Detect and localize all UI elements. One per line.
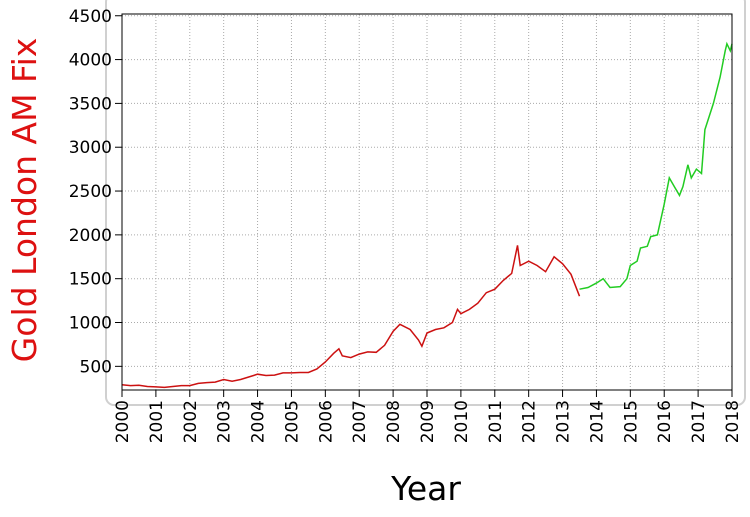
x-tick-label: 2001	[147, 400, 167, 443]
y-tick-label: 4000	[69, 51, 112, 71]
x-tick-label: 2008	[384, 400, 404, 443]
y-tick-label: 1500	[69, 270, 112, 290]
x-tick-label: 2003	[215, 400, 235, 443]
y-tick-label: 1000	[69, 314, 112, 334]
x-tick-label: 2012	[520, 400, 540, 443]
price-line	[579, 41, 733, 290]
plot-area	[122, 14, 732, 390]
y-tick-label: 500	[80, 357, 112, 377]
price-line	[121, 245, 581, 389]
x-axis-label: Year	[390, 469, 461, 508]
y-tick-label: 4500	[69, 7, 112, 27]
x-tick-label: 2013	[554, 400, 574, 443]
x-tick-label: 2011	[486, 400, 506, 443]
plot-frame	[121, 13, 733, 391]
y-tick-label: 2500	[69, 182, 112, 202]
x-tick-label: 2006	[316, 400, 336, 443]
y-tick-label: 2000	[69, 226, 112, 246]
x-tick-label: 2005	[282, 400, 302, 443]
x-tick-label: 2000	[113, 400, 133, 443]
x-tick-label: 2007	[350, 400, 370, 443]
x-tick-label: 2014	[587, 400, 607, 443]
y-axis-label: Gold London AM Fix	[5, 38, 44, 363]
x-tick-label: 2016	[655, 400, 675, 443]
x-tick-label: 2017	[689, 400, 709, 443]
y-tick-label: 3500	[69, 94, 112, 114]
y-tick-label: 3000	[69, 138, 112, 158]
x-tick-label: 2015	[621, 400, 641, 443]
x-tick-label: 2018	[723, 400, 743, 443]
x-tick-label: 2010	[452, 400, 472, 443]
x-tick-label: 2002	[181, 400, 201, 443]
x-tick-label: 2004	[249, 400, 269, 443]
x-tick-label: 2009	[418, 400, 438, 443]
